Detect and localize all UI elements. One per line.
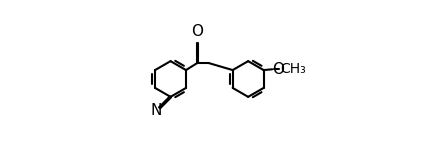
Text: CH₃: CH₃ (280, 62, 306, 76)
Text: N: N (151, 103, 162, 118)
Text: O: O (191, 24, 203, 39)
Text: O: O (273, 62, 285, 77)
